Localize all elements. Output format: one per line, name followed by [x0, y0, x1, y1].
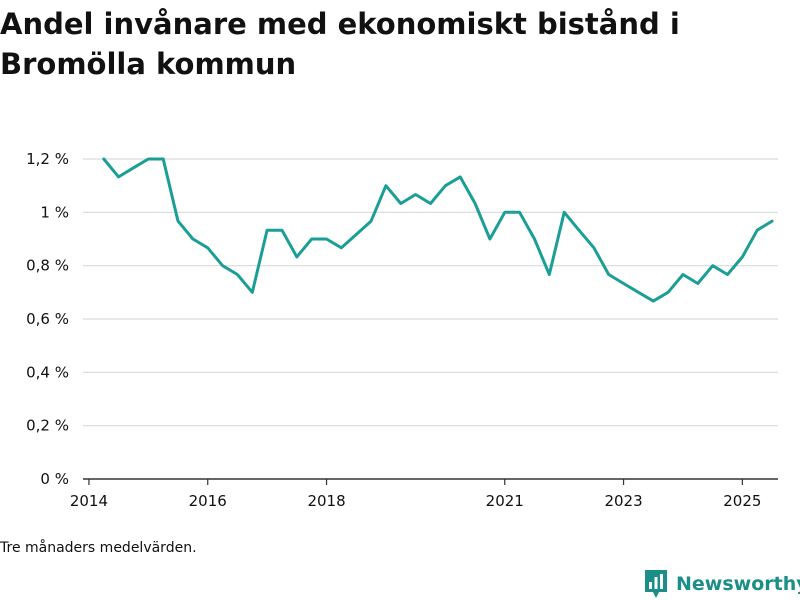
- x-tick-label: 2023: [604, 492, 642, 510]
- x-tick-label: 2014: [70, 492, 108, 510]
- grid-lines: [83, 158, 778, 427]
- x-tick-label: 2018: [307, 492, 345, 510]
- y-tick-label: 1,2 %: [26, 150, 69, 168]
- x-tick-label: 2016: [189, 492, 227, 510]
- series-line: [102, 157, 774, 303]
- chart-footnote: Tre månaders medelvärden.: [0, 540, 197, 556]
- y-tick-label: 0,6 %: [26, 310, 69, 328]
- x-tick-label: 2021: [486, 492, 524, 510]
- y-tick-label: 0,2 %: [26, 417, 69, 435]
- brand-logo: Newsworthy: [644, 568, 800, 600]
- y-tick-label: 0 %: [40, 470, 69, 488]
- bar-chart-icon: [645, 570, 667, 598]
- x-axis-ticks: 2014 2016 2018 2021 2023 2025: [70, 479, 761, 510]
- x-tick-label: 2025: [723, 492, 761, 510]
- y-tick-label: 0,8 %: [26, 257, 69, 275]
- chart-title: Andel invånare med ekonomiskt bistånd i …: [0, 7, 680, 81]
- y-tick-label: 0,4 %: [26, 363, 69, 381]
- y-tick-label: 1 %: [40, 203, 69, 221]
- brand-name: Newsworthy: [676, 573, 800, 595]
- y-axis-tick-labels: 0 % 0,2 % 0,4 % 0,6 % 0,8 % 1 % 1,2 %: [26, 150, 69, 488]
